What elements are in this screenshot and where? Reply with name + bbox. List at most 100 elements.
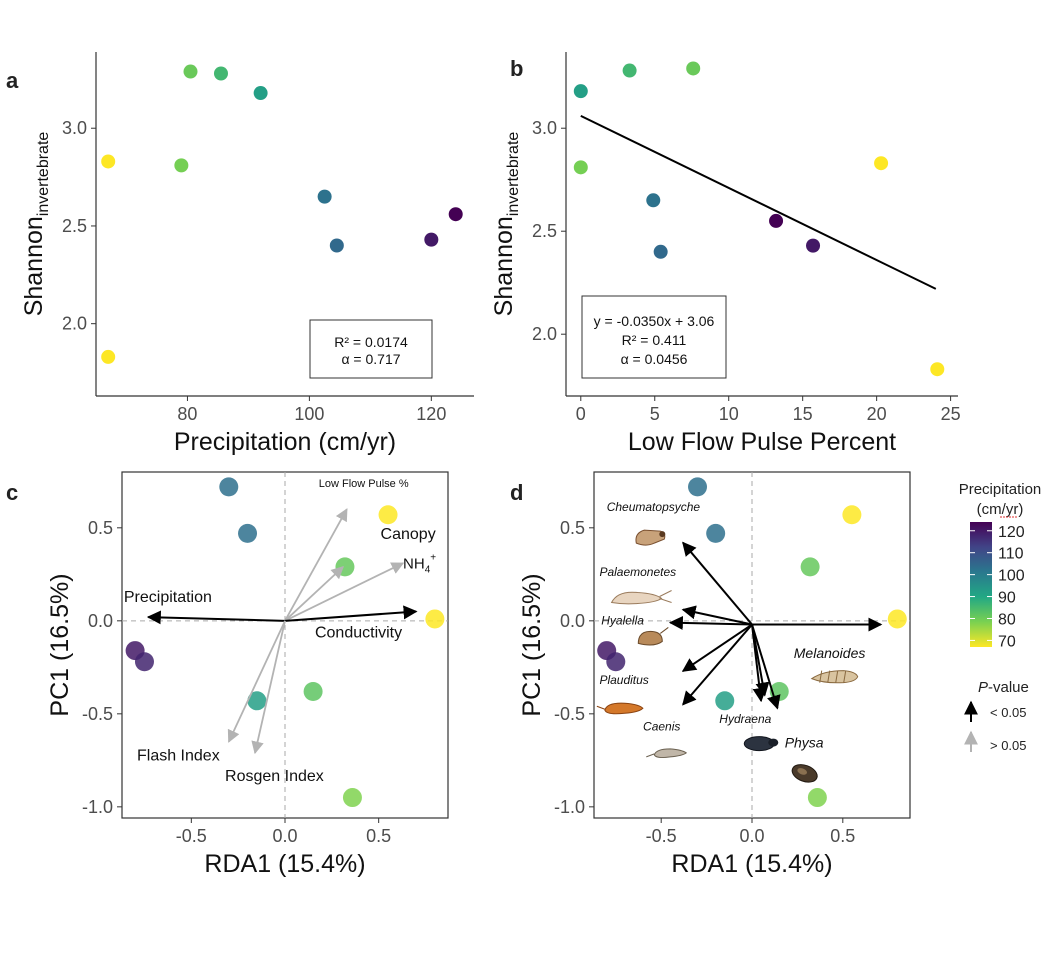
- data-point: [329, 238, 344, 253]
- pvalue-title: P-value: [978, 679, 1029, 696]
- melanoides-icon: [810, 670, 859, 684]
- mayfly-icon: [596, 702, 644, 715]
- site-point: [238, 523, 258, 543]
- x-axis-label: Precipitation (cm/yr): [174, 428, 396, 456]
- y-tick-label: -0.5: [554, 704, 585, 724]
- shrimp-icon: [610, 590, 672, 605]
- stats-box: [581, 295, 727, 379]
- data-point: [653, 244, 668, 259]
- data-point: [317, 189, 332, 204]
- panel-d-rda-biplot: -0.5 0.0 0.5 -1.0 -0.5 0.0 0.5 RDA1 (15.4%) PC1 …: [518, 471, 911, 878]
- x-tick-label: 120: [416, 404, 446, 424]
- shrimp-body: [610, 591, 663, 605]
- caddisfly-icon: [635, 529, 666, 546]
- regression-line: [580, 114, 937, 290]
- y-axis-label: Shannoninvertebrate: [490, 132, 522, 317]
- y-tick-label: -0.5: [82, 704, 113, 724]
- data-point: [448, 207, 463, 222]
- y-tick-label: 0.5: [560, 518, 585, 538]
- vector-label: Low Flow Pulse %: [319, 478, 409, 490]
- x-tick-label: 15: [793, 404, 813, 424]
- site-point: [342, 788, 362, 808]
- data-point: [769, 213, 784, 228]
- vector-label: Precipitation: [124, 589, 212, 606]
- legend-sig-label: < 0.05: [990, 705, 1027, 720]
- vector-label: Canopy: [381, 526, 436, 543]
- y-tick-label: 2.5: [532, 221, 557, 241]
- amphipod-icon: [637, 627, 669, 646]
- caenis-icon: [646, 748, 688, 759]
- data-point: [183, 64, 198, 79]
- data-point: [646, 193, 661, 208]
- panel-a-scatter: 80 100 120 2.0 2.5 3.0 Precipitation (cm/yr) Sh…: [20, 52, 474, 456]
- site-point: [303, 682, 323, 702]
- data-point: [573, 84, 588, 99]
- legend-title-line2: (cm/yr): [977, 501, 1024, 518]
- legend-tick-label: 70: [998, 633, 1016, 650]
- y-axis-label: PC1 (16.5%): [518, 573, 546, 716]
- taxon-label: Hydraena: [719, 712, 771, 726]
- site-point: [715, 691, 735, 711]
- y-tick-label: 0.5: [88, 518, 113, 538]
- x-tick-label: 25: [941, 404, 961, 424]
- site-point: [706, 523, 726, 543]
- site-point: [247, 691, 267, 711]
- site-point: [425, 609, 445, 629]
- stats-text: α = 0.717: [341, 351, 400, 367]
- vector-arrow: [284, 562, 405, 622]
- x-tick-label: -0.5: [646, 826, 677, 846]
- taxon-label: Cheumatopsyche: [607, 500, 701, 514]
- stats-text: y = -0.0350x + 3.06: [594, 313, 715, 329]
- data-point: [573, 160, 588, 175]
- mayfly-tail: [596, 705, 606, 710]
- legend: Precipitation (cm/yr) 120 110 100 90 80 70 P-…: [959, 481, 1042, 753]
- legend-colorbar: [970, 522, 992, 647]
- vector-arrow: [251, 620, 286, 755]
- taxon-label: Hyalella: [601, 614, 644, 628]
- x-axis-label: RDA1 (15.4%): [671, 850, 832, 878]
- beetle-icon: [743, 736, 779, 752]
- x-axis-label: RDA1 (15.4%): [204, 850, 365, 878]
- stats-text: R² = 0.411: [622, 332, 687, 348]
- amphipod-antenna: [659, 627, 669, 634]
- melanoides-whorl: [827, 670, 831, 683]
- vector-label: Flash Index: [137, 747, 220, 764]
- data-point: [101, 349, 116, 364]
- taxon-vector-arrow: [668, 615, 753, 630]
- panel-label-a: a: [6, 68, 19, 93]
- taxon-label: Plauditus: [599, 673, 648, 687]
- legend-tick-label: 100: [998, 568, 1025, 585]
- site-point: [335, 557, 355, 577]
- caenis-body: [653, 748, 688, 759]
- taxon-label: Palaemonetes: [599, 565, 676, 579]
- data-point: [424, 232, 439, 247]
- shrimp-antenna: [659, 598, 672, 603]
- taxon-vector-arrow: [681, 605, 753, 626]
- physa-shell-highlight: [797, 768, 807, 775]
- legend-tick-label: 90: [998, 590, 1016, 607]
- data-point: [101, 154, 116, 169]
- legend-tick-label: 80: [998, 611, 1016, 628]
- data-point: [174, 158, 189, 173]
- caenis-tail: [646, 753, 655, 758]
- data-point: [874, 156, 889, 171]
- x-tick-label: 0: [576, 404, 586, 424]
- vector-label: Rosgen Index: [225, 768, 324, 785]
- x-tick-label: 0.5: [366, 826, 391, 846]
- y-tick-label: -1.0: [82, 797, 113, 817]
- taxon-vector-arrow: [682, 541, 753, 626]
- panel-b-scatter: 0 5 10 15 20 25 2.0 2.5 3.0 Low Flow Pulse Percen…: [490, 52, 961, 456]
- panel-label-b: b: [510, 56, 523, 81]
- melanoides-whorl: [843, 670, 847, 683]
- taxon-vector-arrow: [751, 624, 781, 710]
- site-point: [134, 652, 154, 672]
- beetle-head: [768, 738, 779, 747]
- site-point: [606, 652, 626, 672]
- stats-text: R² = 0.0174: [334, 334, 408, 350]
- x-tick-label: 80: [177, 404, 197, 424]
- y-axis-label: PC1 (16.5%): [46, 573, 74, 716]
- caddisfly-head: [659, 531, 666, 538]
- melanoides-whorl: [819, 670, 823, 683]
- taxon-label: Physa: [785, 734, 824, 750]
